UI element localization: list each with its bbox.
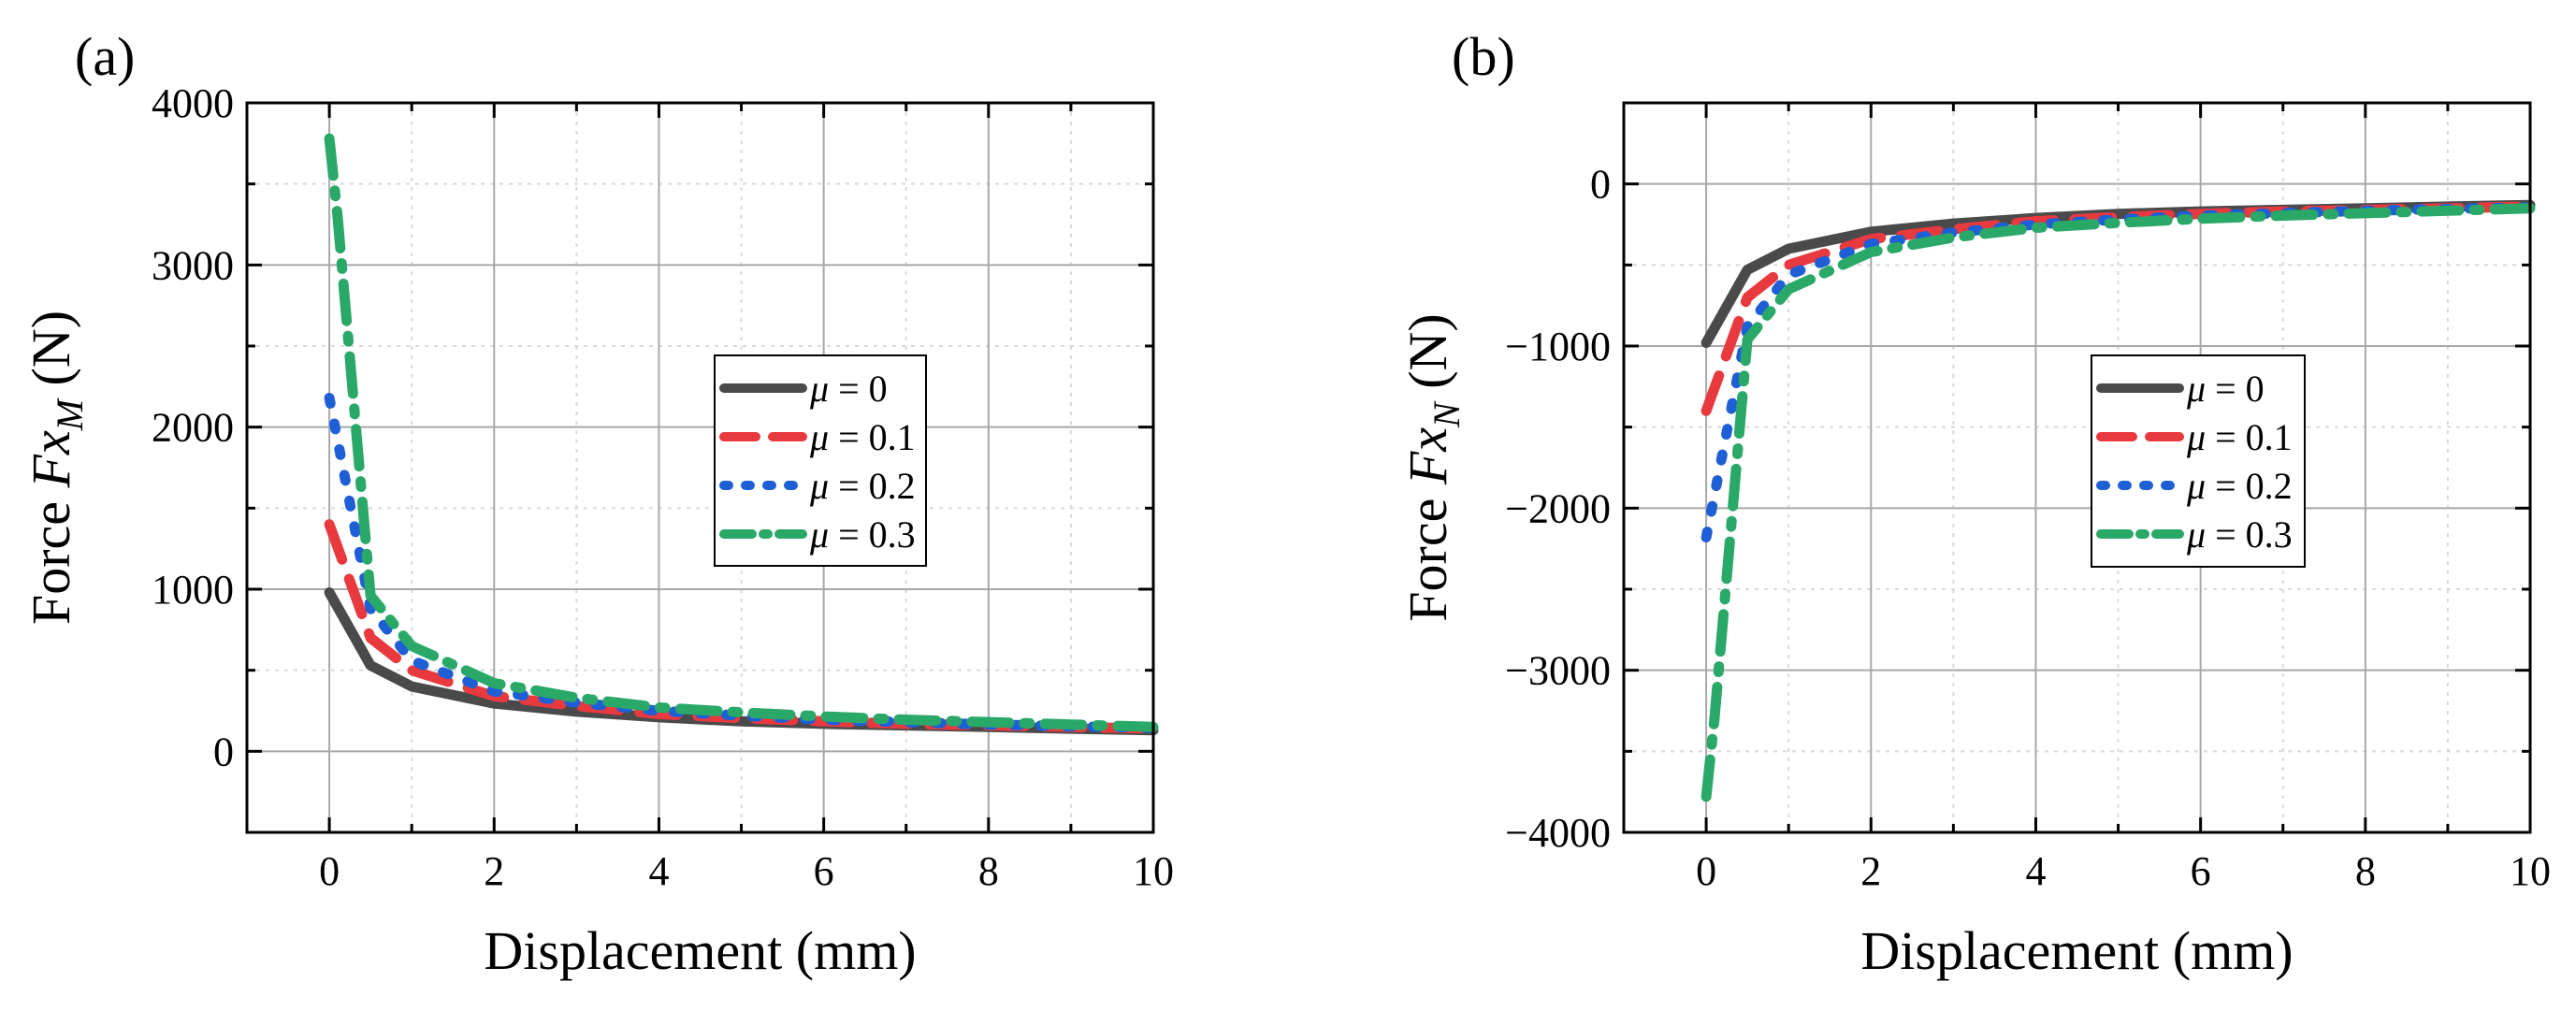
- legend-entry-0: μ = 0: [2186, 368, 2265, 410]
- legend-mu: μ: [2186, 368, 2206, 410]
- y-axis-title-var: Fx: [1397, 427, 1458, 485]
- x-tick-label: 10: [2510, 848, 2551, 894]
- legend-entry-3: μ = 0.3: [809, 513, 916, 556]
- y-axis-title-suffix: (N): [1397, 313, 1458, 402]
- legend-entry-2: μ = 0.2: [2186, 465, 2293, 507]
- x-tick-label: 6: [814, 848, 834, 894]
- y-axis-title: Force FxM (N): [21, 311, 91, 625]
- minor-grid: [247, 103, 1153, 832]
- y-tick-label: 1000: [152, 567, 234, 613]
- y-tick-label: 3000: [152, 242, 234, 288]
- y-tick-label: 0: [1590, 162, 1611, 208]
- legend-mu: μ: [809, 465, 829, 507]
- x-tick-label: 0: [319, 848, 340, 894]
- x-tick-label: 4: [648, 848, 669, 894]
- legend-mu: μ: [809, 368, 829, 410]
- legend-value: = 0: [829, 368, 888, 410]
- legend-value: = 0.1: [829, 416, 916, 458]
- x-tick-label: 2: [1860, 848, 1881, 894]
- panel-b: 0 2 4 6 8 10 −4000 −3000 −2000 −1000 0 Displacement…: [1397, 26, 2551, 981]
- x-tick-label: 4: [2025, 848, 2046, 894]
- y-tick-label: 4000: [152, 80, 234, 126]
- ticks: [1624, 103, 2532, 834]
- tick-labels: 0 2 4 6 8 10 −4000 −3000 −2000 −1000 0: [1505, 162, 2551, 894]
- legend-mu: μ: [2186, 416, 2206, 458]
- plot-frame: [245, 101, 1155, 834]
- y-axis-title-prefix: Force: [21, 487, 81, 625]
- y-axis-title: Force FxN (N): [1397, 313, 1468, 621]
- legend-entry-1: μ = 0.1: [2186, 416, 2293, 458]
- y-tick-label: −2000: [1505, 485, 1611, 531]
- y-tick-label: 2000: [152, 405, 234, 451]
- legend-value: = 0.2: [2206, 465, 2293, 507]
- legend-mu: μ: [809, 416, 829, 458]
- x-tick-label: 8: [978, 848, 999, 894]
- legend-value: = 0.2: [829, 465, 916, 507]
- y-axis-title-sub: N: [1425, 400, 1468, 428]
- legend-mu: μ: [809, 513, 829, 556]
- legend-value: = 0.3: [2206, 513, 2293, 556]
- legend-entry-0: μ = 0: [809, 368, 888, 410]
- y-tick-label: −3000: [1505, 648, 1611, 694]
- panel-a: 0 2 4 6 8 10 0 1000 2000 3000 4000 Displacement (mm…: [21, 26, 1174, 981]
- tick-labels: 0 2 4 6 8 10 0 1000 2000 3000 4000: [152, 80, 1174, 894]
- panel-label: (b): [1452, 26, 1515, 87]
- x-tick-label: 10: [1133, 848, 1174, 894]
- series-group: [324, 133, 1159, 736]
- plot-frame: [1622, 101, 2532, 834]
- legend-value: = 0.3: [829, 513, 916, 556]
- x-axis-title: Displacement (mm): [484, 920, 916, 981]
- x-tick-label: 2: [484, 848, 504, 894]
- ticks: [247, 101, 1155, 832]
- series-line-3: [324, 133, 1159, 732]
- series-line-3: [1700, 203, 2536, 802]
- y-axis-title-var: Fx: [21, 430, 81, 488]
- y-axis-title-sub: M: [49, 397, 91, 431]
- legend-value: = 0: [2206, 368, 2265, 410]
- legend-entry-3: μ = 0.3: [2186, 513, 2293, 556]
- series-group: [1700, 199, 2536, 802]
- x-tick-label: 0: [1696, 848, 1716, 894]
- x-tick-label: 8: [2355, 848, 2376, 894]
- legend-mu: μ: [2186, 513, 2206, 556]
- x-axis-title: Displacement (mm): [1860, 920, 2293, 981]
- legend: μ = 0μ = 0.1μ = 0.2μ = 0.3: [2091, 354, 2306, 568]
- y-tick-label: −1000: [1505, 324, 1611, 369]
- y-axis-title-prefix: Force: [1397, 484, 1458, 622]
- legend-value: = 0.1: [2206, 416, 2293, 458]
- y-axis-title-suffix: (N): [21, 311, 81, 399]
- x-tick-label: 6: [2191, 848, 2211, 894]
- panel-label: (a): [75, 26, 135, 87]
- legend-entry-1: μ = 0.1: [809, 416, 916, 458]
- y-tick-label: 0: [213, 729, 234, 774]
- legend: μ = 0μ = 0.1μ = 0.2μ = 0.3: [714, 354, 927, 567]
- legend-mu: μ: [2186, 465, 2206, 507]
- y-tick-label: −4000: [1505, 810, 1611, 856]
- legend-entry-2: μ = 0.2: [809, 465, 916, 507]
